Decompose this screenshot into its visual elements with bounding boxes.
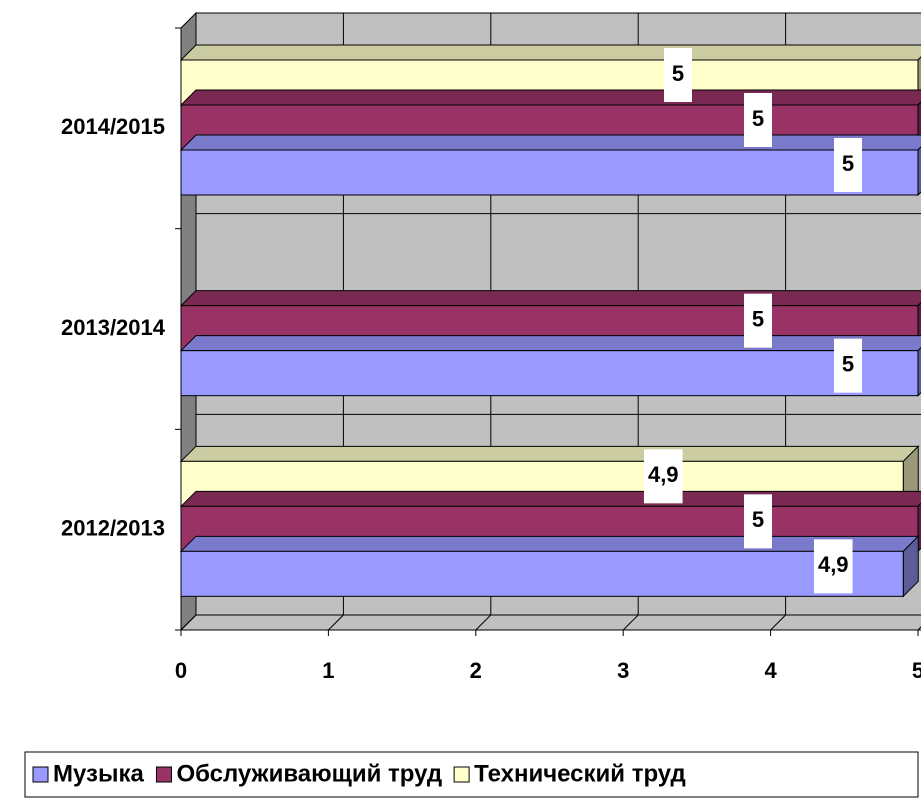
value-label-box <box>643 449 683 504</box>
bar-top <box>179 335 921 352</box>
bar-front <box>180 350 919 397</box>
legend-swatch <box>32 766 49 783</box>
bar-front <box>180 550 904 597</box>
bar-top <box>179 445 920 462</box>
x-tick <box>770 614 786 631</box>
x-tick-label: 0 <box>175 658 187 683</box>
bar <box>179 134 921 197</box>
value-label-box <box>744 293 772 348</box>
x-tick-label: 2 <box>470 658 482 683</box>
x-tick-label: 1 <box>322 658 334 683</box>
value-label: 5 <box>842 351 854 376</box>
y-tick-label: 2013/2014 <box>61 315 166 340</box>
legend <box>24 751 919 798</box>
bar-top <box>179 490 921 507</box>
x-tick <box>180 614 197 631</box>
bar-front <box>180 149 919 196</box>
x-tick-label: 4 <box>764 658 777 683</box>
legend-label: Музыка <box>53 760 144 787</box>
bar-top <box>179 44 921 61</box>
value-label: 5 <box>672 61 684 86</box>
x-tick <box>328 614 344 631</box>
legend-label: Технический труд <box>474 760 686 787</box>
value-label-box <box>834 338 862 393</box>
y-tick-label: 2012/2013 <box>61 515 165 540</box>
legend-swatch <box>453 766 470 783</box>
floor <box>179 614 921 631</box>
value-label-box <box>744 494 772 549</box>
bar-top <box>179 535 920 552</box>
value-label-box <box>813 539 853 594</box>
legend-label: Обслуживающий труд <box>176 760 442 787</box>
legend-swatch <box>155 766 172 783</box>
bar-top <box>179 290 921 307</box>
x-tick <box>622 614 639 631</box>
x-tick-label: 3 <box>617 658 629 683</box>
bar <box>179 535 920 598</box>
bar-top <box>179 89 921 106</box>
y-tick-label: 2014/2015 <box>61 114 165 139</box>
value-label-box <box>834 138 862 192</box>
value-label: 5 <box>842 151 854 176</box>
x-tick-label: 5 <box>912 658 921 683</box>
value-label: 5 <box>752 106 764 131</box>
value-label-box <box>744 93 772 147</box>
value-label: 4,9 <box>648 462 679 487</box>
value-label-box <box>664 48 692 102</box>
x-tick <box>475 614 492 631</box>
value-label: 4,9 <box>818 552 849 577</box>
value-label: 5 <box>752 306 764 331</box>
value-label: 5 <box>752 507 764 532</box>
bar <box>179 335 921 397</box>
bar-top <box>179 134 921 151</box>
